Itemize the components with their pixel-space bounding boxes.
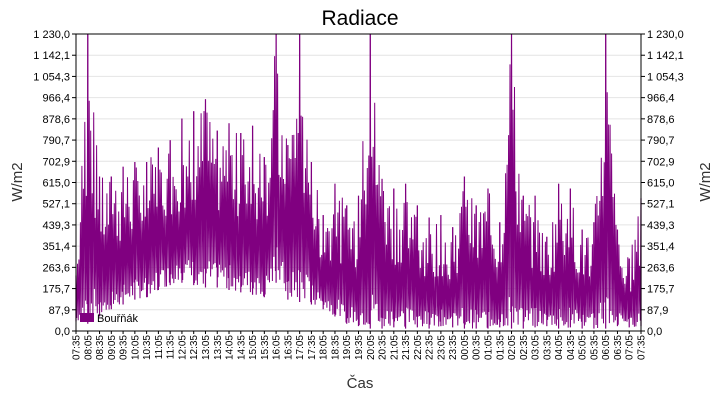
x-tick-label: 02:35 <box>519 335 530 360</box>
y-tick-label: 1 054,3 <box>647 71 684 83</box>
y-tick-label: 1 054,3 <box>33 71 70 83</box>
x-tick-label: 03:05 <box>531 335 542 360</box>
x-tick-label: 16:05 <box>272 335 283 360</box>
x-tick-label: 15:35 <box>260 335 271 360</box>
y-tick-label: 1 142,1 <box>33 50 70 62</box>
y-tick-label: 1 142,1 <box>647 50 684 62</box>
x-tick-label: 20:05 <box>366 335 377 360</box>
y-axis-right-title: W/m2 <box>697 162 714 201</box>
y-tick-label: 527,1 <box>647 199 675 211</box>
y-tick-label: 175,7 <box>647 284 675 296</box>
x-tick-label: 03:35 <box>542 335 553 360</box>
x-tick-label: 09:35 <box>119 335 130 360</box>
x-tick-label: 13:35 <box>213 335 224 360</box>
x-tick-label: 21:05 <box>389 335 400 360</box>
x-tick-label: 07:05 <box>625 335 636 360</box>
x-tick-label: 06:05 <box>601 335 612 360</box>
x-tick-label: 13:05 <box>201 335 212 360</box>
y-tick-label: 439,3 <box>647 220 675 232</box>
legend: Bouřňák <box>80 313 138 325</box>
x-tick-label: 23:05 <box>436 335 447 360</box>
x-tick-label: 11:35 <box>166 335 177 360</box>
x-tick-label: 00:05 <box>460 335 471 360</box>
y-tick-label: 966,4 <box>647 93 675 105</box>
x-tick-label: 12:35 <box>189 335 200 360</box>
x-axis-title: Čas <box>347 375 374 392</box>
x-tick-label: 12:05 <box>177 335 188 360</box>
x-tick-label: 07:35 <box>72 335 83 360</box>
x-tick-label: 02:05 <box>507 335 518 360</box>
y-tick-label: 263,6 <box>42 262 70 274</box>
x-tick-label: 10:05 <box>130 335 141 360</box>
x-tick-label: 05:35 <box>589 335 600 360</box>
y-tick-label: 1 230,0 <box>33 29 70 41</box>
x-tick-label: 04:05 <box>554 335 565 360</box>
y-tick-label: 0,0 <box>55 326 70 338</box>
y-tick-label: 263,6 <box>647 262 675 274</box>
y-tick-label: 702,9 <box>647 156 675 168</box>
x-tick-label: 20:35 <box>378 335 389 360</box>
y-tick-label: 615,0 <box>42 178 70 190</box>
series-bournak <box>75 33 642 329</box>
x-tick-label: 10:35 <box>142 335 153 360</box>
y-tick-label: 615,0 <box>647 178 675 190</box>
y-tick-label: 87,9 <box>49 305 70 317</box>
x-axis-ticks: 07:35 08:05 08:35 09:05 09:35 10:05 10:35 11:05… <box>72 331 648 360</box>
x-tick-label: 18:35 <box>330 335 341 360</box>
x-tick-label: 11:05 <box>154 335 165 360</box>
x-tick-label: 14:35 <box>236 335 247 360</box>
x-tick-label: 23:35 <box>448 335 459 360</box>
y-tick-label: 702,9 <box>42 156 70 168</box>
x-tick-label: 22:05 <box>413 335 424 360</box>
legend-swatch <box>80 313 94 322</box>
x-tick-label: 15:05 <box>248 335 259 360</box>
x-tick-label: 19:05 <box>342 335 353 360</box>
x-tick-label: 08:05 <box>83 335 94 360</box>
y-tick-label: 527,1 <box>42 199 70 211</box>
y-tick-label: 966,4 <box>42 93 70 105</box>
x-tick-label: 06:35 <box>613 335 624 360</box>
x-tick-label: 21:35 <box>401 335 412 360</box>
x-tick-label: 16:35 <box>283 335 294 360</box>
x-tick-label: 17:05 <box>295 335 306 360</box>
x-tick-label: 01:05 <box>483 335 494 360</box>
x-tick-label: 01:35 <box>495 335 506 360</box>
legend-label: Bouřňák <box>97 313 138 325</box>
y-axis-left-ticks: 0,0 87,9 175,7 263,6 351,4 439,3 527,1 615,0 702… <box>33 29 76 338</box>
x-tick-label: 18:05 <box>319 335 330 360</box>
x-tick-label: 19:35 <box>354 335 365 360</box>
y-tick-label: 790,7 <box>647 135 675 147</box>
x-tick-label: 00:35 <box>472 335 483 360</box>
x-tick-label: 08:35 <box>95 335 106 360</box>
x-tick-label: 05:05 <box>578 335 589 360</box>
y-tick-label: 351,4 <box>647 241 675 253</box>
y-tick-label: 878,6 <box>42 114 70 126</box>
x-tick-label: 09:05 <box>107 335 118 360</box>
y-tick-label: 439,3 <box>42 220 70 232</box>
y-axis-right-ticks: 0,0 87,9 175,7 263,6 351,4 439,3 527,1 615,0 702… <box>641 29 684 338</box>
y-tick-label: 351,4 <box>42 241 70 253</box>
x-tick-label: 07:35 <box>637 335 648 360</box>
y-tick-label: 1 230,0 <box>647 29 684 41</box>
x-tick-label: 22:35 <box>425 335 436 360</box>
y-tick-label: 878,6 <box>647 114 675 126</box>
y-tick-label: 175,7 <box>42 284 70 296</box>
y-tick-label: 790,7 <box>42 135 70 147</box>
chart-title: Radiace <box>321 7 398 30</box>
x-tick-label: 14:05 <box>225 335 236 360</box>
y-tick-label: 0,0 <box>647 326 662 338</box>
x-tick-label: 17:35 <box>307 335 318 360</box>
y-tick-label: 87,9 <box>647 305 668 317</box>
x-tick-label: 04:35 <box>566 335 577 360</box>
y-axis-left-title: W/m2 <box>9 162 26 201</box>
